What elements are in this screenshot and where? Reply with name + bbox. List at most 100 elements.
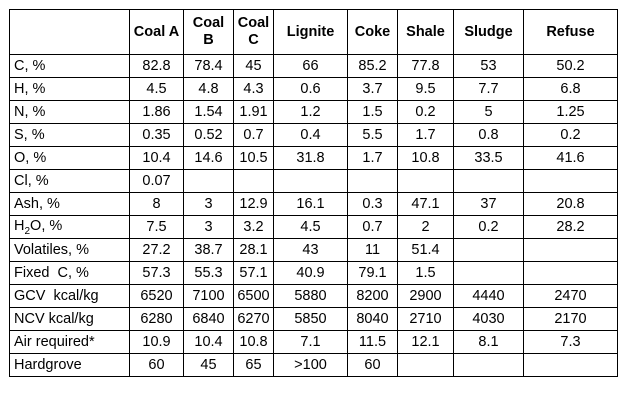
table-cell: 7.7: [453, 77, 524, 101]
table-cell: [273, 169, 348, 193]
table-row: Cl, % 0.07: [9, 169, 618, 193]
table-cell: 77.8: [397, 54, 454, 78]
table-cell: 53: [453, 54, 524, 78]
header-cell-coke: Coke: [347, 9, 398, 55]
table-cell: 0.6: [273, 77, 348, 101]
fuel-analysis-table-wrapper: Coal A Coal B Coal C Lignite Coke Shale …: [9, 9, 618, 377]
table-cell: [233, 169, 274, 193]
table-cell: 0.52: [183, 123, 234, 147]
table-cell: 20.8: [523, 192, 618, 216]
table-cell: 33.5: [453, 146, 524, 170]
table-cell: 2: [397, 215, 454, 239]
table-cell: 0.2: [523, 123, 618, 147]
table-cell: 10.4: [129, 146, 184, 170]
header-cell-refuse: Refuse: [523, 9, 618, 55]
table-cell: 4440: [453, 284, 524, 308]
table-cell: 10.5: [233, 146, 274, 170]
table-cell: 85.2: [347, 54, 398, 78]
table-row: C, % 82.8 78.4 45 66 85.2 77.8 53 50.2: [9, 54, 618, 78]
table-cell: [523, 261, 618, 285]
table-cell: [523, 353, 618, 377]
table-cell: 11.5: [347, 330, 398, 354]
table-cell: 4.3: [233, 77, 274, 101]
table-cell: 43: [273, 238, 348, 262]
table-row: H2O, % 7.5 3 3.2 4.5 0.7 2 0.2 28.2: [9, 215, 618, 239]
table-cell: 1.86: [129, 100, 184, 124]
table-cell: 57.1: [233, 261, 274, 285]
table-cell: 55.3: [183, 261, 234, 285]
table-cell: 14.6: [183, 146, 234, 170]
header-row: Coal A Coal B Coal C Lignite Coke Shale …: [9, 9, 618, 55]
table-cell: 1.7: [397, 123, 454, 147]
table-cell: 3: [183, 215, 234, 239]
table-cell: 65: [233, 353, 274, 377]
table-cell: 4.5: [129, 77, 184, 101]
table-cell: 5880: [273, 284, 348, 308]
row-label: Ash, %: [9, 192, 130, 216]
table-cell: 5850: [273, 307, 348, 331]
table-cell: 6520: [129, 284, 184, 308]
table-cell: 79.1: [347, 261, 398, 285]
table-cell: 2710: [397, 307, 454, 331]
table-row: NCV kcal/kg 6280 6840 6270 5850 8040 271…: [9, 307, 618, 331]
table-cell: 45: [233, 54, 274, 78]
table-row: Fixed C, % 57.3 55.3 57.1 40.9 79.1 1.5: [9, 261, 618, 285]
table-cell: 57.3: [129, 261, 184, 285]
table-cell: 60: [347, 353, 398, 377]
table-cell: 7.1: [273, 330, 348, 354]
row-label: Cl, %: [9, 169, 130, 193]
fuel-analysis-table: Coal A Coal B Coal C Lignite Coke Shale …: [9, 9, 618, 377]
table-cell: 1.5: [347, 100, 398, 124]
table-cell: 8200: [347, 284, 398, 308]
row-label: NCV kcal/kg: [9, 307, 130, 331]
table-cell: 6280: [129, 307, 184, 331]
table-cell: 10.9: [129, 330, 184, 354]
table-cell: 4.8: [183, 77, 234, 101]
row-label: Air required*: [9, 330, 130, 354]
table-cell: 12.1: [397, 330, 454, 354]
table-cell: [347, 169, 398, 193]
table-cell: 10.4: [183, 330, 234, 354]
table-row: S, % 0.35 0.52 0.7 0.4 5.5 1.7 0.8 0.2: [9, 123, 618, 147]
table-row: Hardgrove 60 45 65 >100 60: [9, 353, 618, 377]
table-cell: [523, 238, 618, 262]
table-cell: 4.5: [273, 215, 348, 239]
table-cell: 6.8: [523, 77, 618, 101]
table-cell: 31.8: [273, 146, 348, 170]
table-cell: 41.6: [523, 146, 618, 170]
table-cell: 1.5: [397, 261, 454, 285]
table-cell: 1.2: [273, 100, 348, 124]
table-cell: 6500: [233, 284, 274, 308]
table-cell: [453, 353, 524, 377]
table-cell: 2470: [523, 284, 618, 308]
table-row: Air required* 10.9 10.4 10.8 7.1 11.5 12…: [9, 330, 618, 354]
table-cell: 16.1: [273, 192, 348, 216]
header-cell-shale: Shale: [397, 9, 454, 55]
table-cell: 2170: [523, 307, 618, 331]
row-label: Volatiles, %: [9, 238, 130, 262]
table-cell: 45: [183, 353, 234, 377]
table-cell: 1.91: [233, 100, 274, 124]
table-cell: 0.7: [347, 215, 398, 239]
table-row: Ash, % 8 3 12.9 16.1 0.3 47.1 37 20.8: [9, 192, 618, 216]
table-row: O, % 10.4 14.6 10.5 31.8 1.7 10.8 33.5 4…: [9, 146, 618, 170]
table-cell: [453, 238, 524, 262]
table-cell: [453, 169, 524, 193]
table-cell: 51.4: [397, 238, 454, 262]
table-cell: 38.7: [183, 238, 234, 262]
table-row: H, % 4.5 4.8 4.3 0.6 3.7 9.5 7.7 6.8: [9, 77, 618, 101]
table-cell: 7.5: [129, 215, 184, 239]
table-cell: 0.4: [273, 123, 348, 147]
table-body: C, % 82.8 78.4 45 66 85.2 77.8 53 50.2 H…: [9, 54, 618, 377]
table-cell: [183, 169, 234, 193]
table-cell: 0.2: [453, 215, 524, 239]
row-label: Hardgrove: [9, 353, 130, 377]
table-cell: 40.9: [273, 261, 348, 285]
table-cell: 8.1: [453, 330, 524, 354]
table-cell: 10.8: [397, 146, 454, 170]
row-label: S, %: [9, 123, 130, 147]
table-cell: 3.2: [233, 215, 274, 239]
table-cell: [397, 169, 454, 193]
table-cell: 82.8: [129, 54, 184, 78]
table-cell: 0.3: [347, 192, 398, 216]
